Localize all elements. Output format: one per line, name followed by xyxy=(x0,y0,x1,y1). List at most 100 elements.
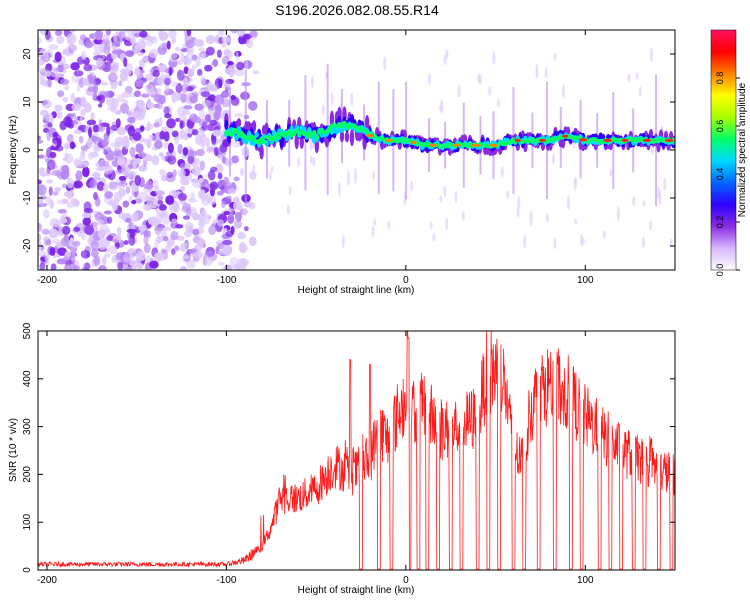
faint-speckle xyxy=(492,51,496,66)
noise-speckle xyxy=(80,249,91,259)
noise-speckle xyxy=(205,146,216,153)
noise-speckle xyxy=(187,155,195,165)
noise-speckle xyxy=(146,255,151,263)
noise-speckle xyxy=(200,74,206,86)
noise-speckle xyxy=(137,38,145,48)
noise-speckle xyxy=(171,248,176,256)
noise-speckle xyxy=(171,52,178,60)
noise-speckle xyxy=(98,244,107,251)
noise-speckle xyxy=(168,30,177,39)
noise-speckle xyxy=(80,96,87,108)
faint-speckle xyxy=(642,236,646,249)
faint-speckle xyxy=(580,234,584,246)
spectrogram-x-tick-label: 0 xyxy=(403,275,409,286)
noise-speckle xyxy=(215,163,224,175)
noise-speckle xyxy=(123,30,128,33)
noise-speckle xyxy=(96,95,103,101)
noise-speckle xyxy=(157,94,166,105)
noise-speckle xyxy=(161,42,168,51)
noise-speckle xyxy=(162,235,169,242)
noise-speckle xyxy=(197,129,205,140)
noise-speckle xyxy=(203,125,209,132)
noise-speckle xyxy=(174,245,179,251)
noise-speckle xyxy=(229,256,239,268)
noise-speckle xyxy=(143,183,153,189)
noise-speckle xyxy=(44,30,51,40)
noise-speckle xyxy=(175,224,184,229)
noise-speckle xyxy=(97,228,106,239)
noise-speckle xyxy=(223,176,230,184)
noise-speckle xyxy=(62,164,70,176)
faint-speckle xyxy=(553,52,557,61)
noise-speckle xyxy=(86,138,93,148)
noise-speckle xyxy=(44,54,49,62)
noise-speckle xyxy=(82,166,90,178)
noise-speckle xyxy=(182,105,193,110)
noise-speckle xyxy=(154,185,160,195)
faint-speckle xyxy=(443,54,447,66)
noise-speckle xyxy=(204,64,213,72)
noise-speckle xyxy=(195,56,201,67)
faint-speckle xyxy=(235,51,239,63)
faint-speckle xyxy=(337,181,341,197)
noise-speckle xyxy=(223,181,233,191)
noise-speckle xyxy=(101,256,107,266)
noise-speckle xyxy=(134,175,141,186)
ridge-cell xyxy=(327,126,332,133)
noise-speckle xyxy=(103,164,114,175)
noise-speckle xyxy=(217,261,225,266)
noise-speckle xyxy=(92,172,101,178)
noise-speckle xyxy=(157,199,164,206)
noise-speckle xyxy=(227,60,234,66)
spectrogram-y-label: Frequency (Hz) xyxy=(8,116,19,185)
noise-speckle xyxy=(206,46,215,56)
ridge-cell xyxy=(312,129,317,136)
faint-speckle xyxy=(252,164,256,173)
noise-speckle xyxy=(184,93,193,98)
noise-speckle xyxy=(207,100,217,111)
noise-speckle xyxy=(44,253,50,262)
noise-speckle xyxy=(118,188,126,197)
faint-speckle xyxy=(312,156,316,167)
ridge-peak xyxy=(642,138,652,142)
noise-speckle xyxy=(90,240,99,251)
ridge-cell xyxy=(372,133,377,138)
noise-speckle xyxy=(198,118,208,127)
spectrogram-y-axis: 20 10 0 -10 -20 xyxy=(22,48,675,253)
noise-speckle xyxy=(166,241,174,247)
ridge-cell xyxy=(271,135,277,142)
noise-speckle xyxy=(171,130,179,138)
ridge-peak xyxy=(365,134,375,138)
noise-speckle xyxy=(248,236,257,247)
faint-speckle xyxy=(609,168,613,177)
ridge-peak xyxy=(621,138,629,142)
noise-speckle xyxy=(49,68,60,78)
noise-speckle xyxy=(95,57,104,68)
spectrogram-y-tick-label: 20 xyxy=(22,48,33,60)
noise-speckle xyxy=(115,109,122,116)
noise-speckle xyxy=(64,152,69,159)
noise-speckle xyxy=(92,51,100,56)
noise-speckle xyxy=(92,221,98,229)
faint-speckle xyxy=(268,170,272,182)
colorbar-fill xyxy=(711,30,736,270)
noise-speckle xyxy=(45,70,52,77)
noise-speckle xyxy=(186,30,192,37)
noise-speckle xyxy=(166,118,176,129)
noise-speckle xyxy=(73,226,81,232)
noise-speckle xyxy=(125,50,135,57)
ridge-cell xyxy=(236,118,242,128)
noise-speckle xyxy=(93,38,104,45)
noise-speckle xyxy=(48,228,59,239)
noise-speckle xyxy=(50,263,57,270)
noise-speckle xyxy=(222,239,233,246)
noise-speckle xyxy=(207,169,216,181)
noise-speckle xyxy=(143,138,152,144)
noise-speckle xyxy=(145,38,154,47)
noise-speckle xyxy=(86,119,97,126)
noise-speckle xyxy=(188,197,198,203)
noise-speckle xyxy=(125,217,132,223)
noise-speckle xyxy=(116,226,122,236)
noise-speckle xyxy=(214,111,220,121)
faint-speckle xyxy=(373,218,377,227)
